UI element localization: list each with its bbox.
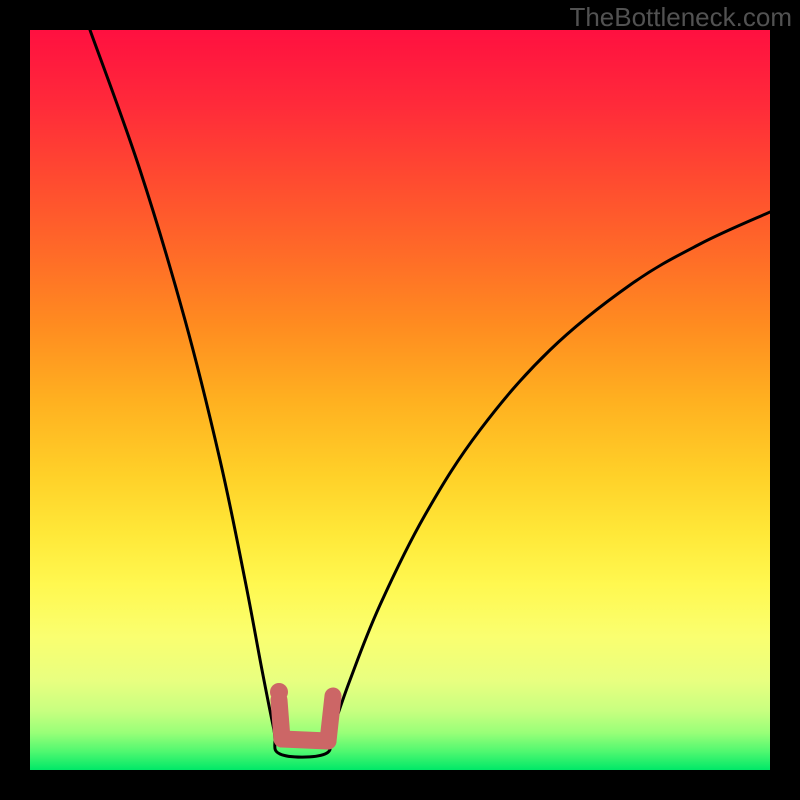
gradient-background <box>30 30 770 770</box>
chart-svg <box>30 30 770 770</box>
watermark-text: TheBottleneck.com <box>569 2 792 33</box>
plot-area <box>30 30 770 770</box>
chart-frame: TheBottleneck.com <box>0 0 800 800</box>
